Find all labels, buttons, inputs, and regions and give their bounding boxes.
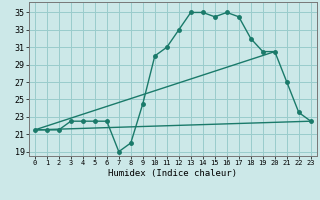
X-axis label: Humidex (Indice chaleur): Humidex (Indice chaleur) bbox=[108, 169, 237, 178]
